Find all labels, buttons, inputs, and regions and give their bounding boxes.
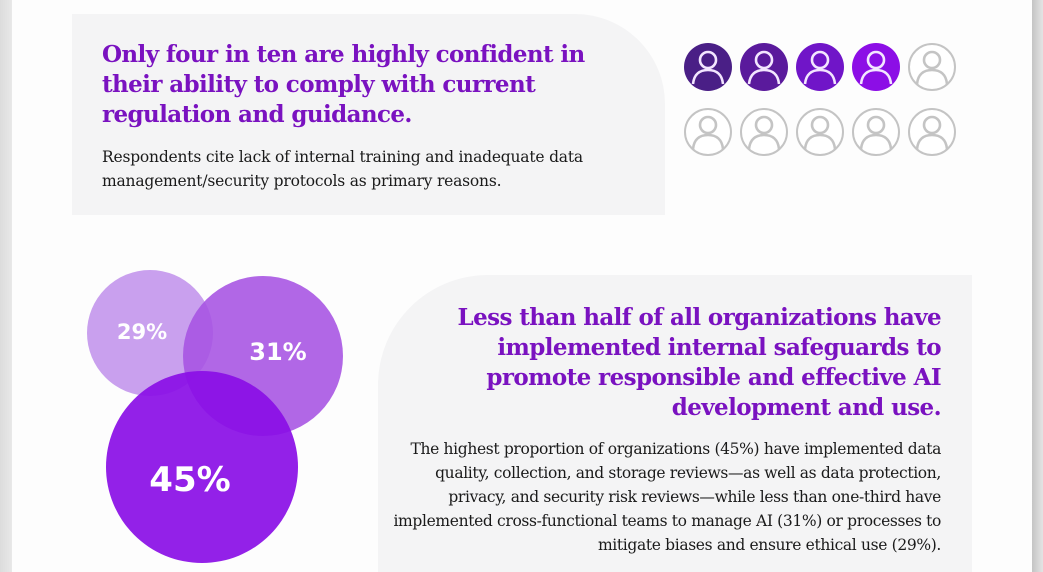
person-icon-empty [796, 108, 844, 156]
bubble-svg [87, 270, 343, 563]
person-icon-filled [852, 43, 900, 91]
person-icon-filled [684, 43, 732, 91]
viewer-scrollbar[interactable] [1032, 0, 1043, 572]
confidence-headline: Only four in ten are highly confident in… [102, 41, 585, 128]
bubble-label-29: 29% [116, 320, 168, 344]
confidence-card [72, 14, 665, 215]
bubble-chart: 29% 31% 45% [60, 260, 380, 572]
safeguards-body: The highest proportion of organizations … [393, 440, 941, 554]
person-icon-filled [796, 43, 844, 91]
person-icon-empty [740, 108, 788, 156]
person-icon-empty [908, 108, 956, 156]
person-icon-empty [908, 43, 956, 91]
person-icon-empty [852, 108, 900, 156]
people-pictogram [683, 42, 963, 157]
bubble-45 [106, 371, 298, 563]
safeguards-headline: Less than half of all organizations have… [457, 304, 942, 421]
bubble-label-31: 31% [249, 338, 307, 366]
person-icon-filled [740, 43, 788, 91]
confidence-body: Respondents cite lack of internal traini… [102, 148, 583, 190]
bubble-29 [87, 270, 213, 396]
bubble-label-45: 45% [149, 460, 231, 500]
viewer-left-margin [0, 0, 12, 572]
safeguards-card [378, 275, 972, 572]
person-icon-empty [684, 108, 732, 156]
